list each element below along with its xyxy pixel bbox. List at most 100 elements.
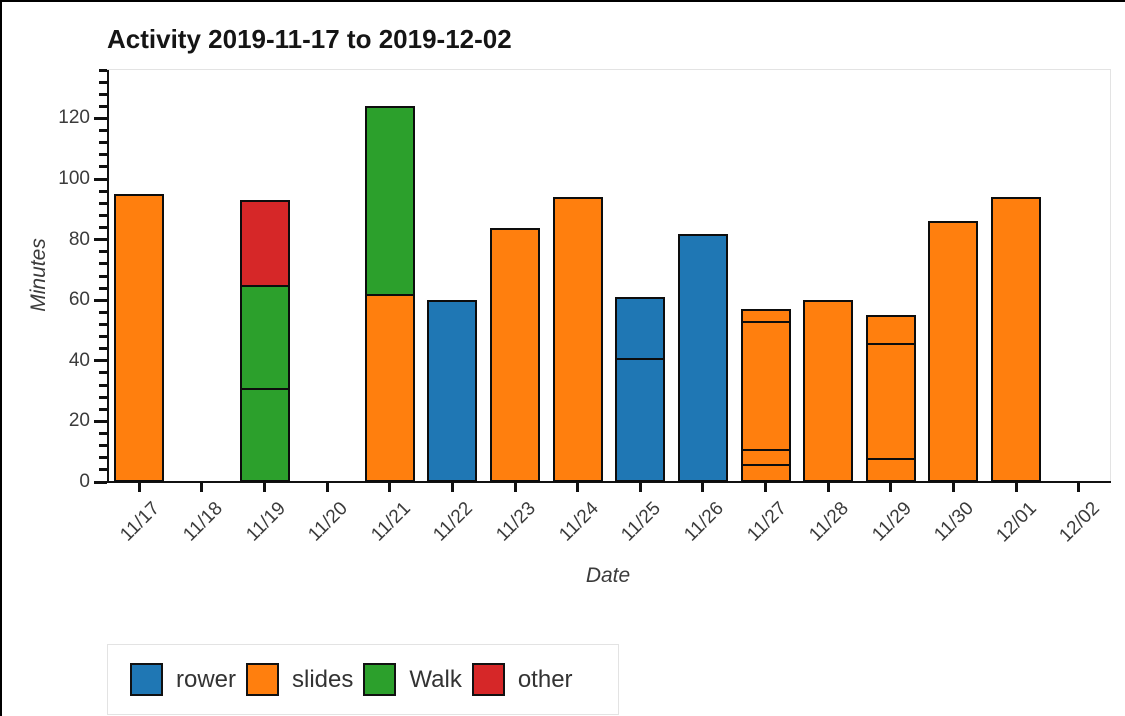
bar-segment-Walk bbox=[364, 106, 415, 297]
y-tick-label: 80 bbox=[68, 228, 90, 250]
y-tick-minor bbox=[99, 226, 107, 230]
bar-segment-other bbox=[239, 200, 290, 288]
legend-item-rower: rower bbox=[130, 663, 236, 696]
legend-swatch-slides bbox=[246, 663, 280, 696]
y-tick-label: 100 bbox=[58, 168, 90, 190]
legend-swatch-rower bbox=[130, 663, 163, 696]
x-tick bbox=[263, 482, 267, 492]
y-tick-minor bbox=[99, 407, 107, 411]
y-tick-minor bbox=[99, 347, 107, 351]
y-tick-minor bbox=[99, 432, 107, 436]
y-tick-major bbox=[94, 116, 107, 120]
y-tick-major bbox=[94, 419, 107, 423]
x-tick bbox=[513, 482, 517, 492]
x-tick bbox=[137, 482, 141, 492]
bar-segment-slides bbox=[364, 294, 415, 482]
bar-segment-slides bbox=[865, 457, 916, 482]
y-tick-minor bbox=[99, 383, 107, 387]
y-tick-minor bbox=[99, 371, 107, 375]
bar-segment-slides bbox=[740, 448, 791, 466]
legend-swatch-Walk bbox=[363, 663, 397, 696]
y-tick-label: 40 bbox=[68, 349, 90, 371]
legend-label: slides bbox=[292, 665, 354, 693]
bar-segment-rower bbox=[615, 357, 666, 482]
legend-label: Walk bbox=[409, 665, 462, 693]
y-tick-minor bbox=[99, 104, 107, 108]
legend: rower slides Walk other bbox=[107, 644, 619, 715]
plot-area: 0 20 40 60 80 100 120 11/17 11/18 11/19 11/20 11/21… bbox=[58, 68, 1111, 546]
chart-title: Activity 2019-11-17 to 2019-12-02 bbox=[107, 24, 512, 54]
y-tick-label: 0 bbox=[79, 471, 90, 492]
legend-item-slides: slides bbox=[246, 663, 353, 696]
bar-segment-rower bbox=[427, 300, 478, 482]
bar-segment-slides bbox=[552, 197, 603, 482]
y-tick-minor bbox=[99, 322, 107, 326]
bar-segment-rower bbox=[615, 297, 666, 360]
y-axis-spine bbox=[107, 70, 109, 483]
bar-segment-slides bbox=[490, 227, 541, 482]
legend-item-other: other bbox=[471, 663, 573, 696]
x-tick bbox=[764, 482, 768, 492]
y-tick-minor bbox=[99, 274, 107, 278]
x-tick bbox=[1077, 482, 1081, 492]
y-tick-major bbox=[94, 359, 107, 363]
bar-segment-Walk bbox=[239, 388, 290, 482]
y-tick-minor bbox=[99, 310, 107, 314]
bar-segment-Walk bbox=[239, 285, 290, 391]
bar-segment-slides bbox=[803, 300, 854, 482]
y-tick-minor bbox=[99, 286, 107, 290]
y-tick-minor bbox=[99, 129, 107, 133]
bar-segment-slides bbox=[991, 197, 1042, 482]
y-tick-minor bbox=[99, 80, 107, 84]
bar-segment-rower bbox=[677, 233, 728, 482]
y-tick-minor bbox=[99, 456, 107, 460]
y-tick-minor bbox=[99, 92, 107, 96]
y-tick-minor bbox=[99, 250, 107, 254]
bar-segment-slides bbox=[928, 221, 979, 482]
x-tick bbox=[325, 482, 329, 492]
bar-segment-slides bbox=[114, 194, 165, 482]
x-axis-title: Date bbox=[585, 564, 631, 587]
x-tick bbox=[889, 482, 893, 492]
y-tick-minor bbox=[99, 68, 107, 72]
x-tick bbox=[450, 482, 454, 492]
legend-swatch-other bbox=[471, 663, 505, 696]
y-tick-minor bbox=[99, 189, 107, 193]
legend-item-Walk: Walk bbox=[363, 663, 462, 696]
y-tick-minor bbox=[99, 165, 107, 169]
x-tick bbox=[200, 482, 204, 492]
y-tick-label: 60 bbox=[68, 289, 90, 311]
legend-label: rower bbox=[176, 665, 237, 693]
y-tick-minor bbox=[99, 444, 107, 448]
x-tick bbox=[826, 482, 830, 492]
x-tick bbox=[701, 482, 705, 492]
y-tick-minor bbox=[99, 213, 107, 217]
y-tick-minor bbox=[99, 468, 107, 472]
y-tick-major bbox=[94, 480, 107, 484]
y-tick-major bbox=[94, 177, 107, 181]
y-tick-minor bbox=[99, 395, 107, 399]
y-tick-major bbox=[94, 298, 107, 302]
y-tick-minor bbox=[99, 153, 107, 157]
y-tick-minor bbox=[99, 335, 107, 339]
x-tick bbox=[576, 482, 580, 492]
y-tick-major bbox=[94, 238, 107, 242]
bar-segment-slides bbox=[740, 309, 791, 324]
y-tick-label: 20 bbox=[68, 410, 90, 432]
y-tick-minor bbox=[99, 201, 107, 205]
y-axis-title: Minutes bbox=[27, 238, 50, 312]
bar-segment-slides bbox=[865, 342, 916, 460]
x-axis-spine bbox=[107, 481, 1111, 483]
bar-segment-slides bbox=[740, 463, 791, 482]
bar-segment-slides bbox=[865, 315, 916, 345]
x-tick bbox=[388, 482, 392, 492]
y-tick-minor bbox=[99, 262, 107, 266]
x-tick bbox=[951, 482, 955, 492]
x-tick bbox=[638, 482, 642, 492]
legend-label: other bbox=[517, 665, 573, 693]
x-tick bbox=[1014, 482, 1018, 492]
y-tick-minor bbox=[99, 141, 107, 145]
bar-segment-slides bbox=[740, 321, 791, 451]
y-tick-label: 120 bbox=[58, 107, 90, 129]
